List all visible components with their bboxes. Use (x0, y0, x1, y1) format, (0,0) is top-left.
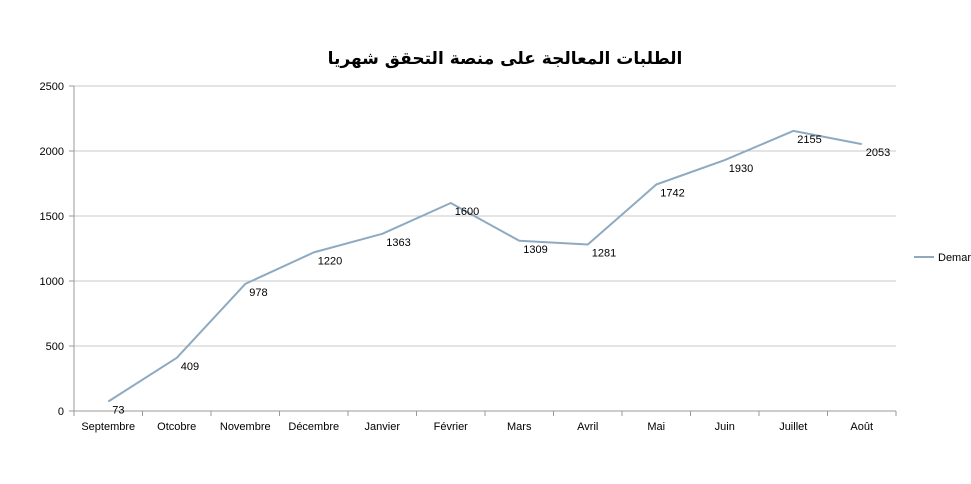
x-tick-label: Mars (507, 421, 532, 433)
data-label: 978 (249, 287, 267, 299)
data-label: 1930 (729, 163, 753, 175)
y-tick-label: 1500 (40, 211, 64, 223)
chart-title: الطلبات المعالجة على منصة التحقق شهريا (328, 49, 683, 69)
data-label: 1600 (455, 206, 479, 218)
data-label: 1220 (318, 255, 342, 267)
data-label: 2155 (797, 134, 821, 146)
x-tick-label: Otcobre (157, 421, 196, 433)
series-lines (107, 129, 862, 403)
x-tick-label: Juillet (779, 421, 807, 433)
y-tick-label: 500 (46, 341, 64, 353)
x-tick-label: Avril (577, 421, 598, 433)
y-tick-label: 0 (58, 406, 64, 418)
x-tick-label: Mai (647, 421, 665, 433)
data-label: 73 (112, 405, 124, 417)
x-axis-ticks: Septembre Otcobre Novembre Décembre Janvier F… (73, 411, 897, 433)
series-line-0 (107, 129, 862, 403)
data-labels: 73 409 978 1220 1363 1600 1309 1281 1742 1930 2155… (112, 134, 890, 417)
data-label: 1742 (660, 188, 684, 200)
x-tick-label: Décembre (288, 421, 339, 433)
data-label: 409 (181, 361, 199, 373)
data-label: 1363 (386, 237, 410, 249)
x-tick-label: Février (434, 421, 469, 433)
x-tick-label: Août (850, 421, 873, 433)
data-label: 2053 (866, 147, 890, 159)
x-tick-label: Janvier (365, 421, 401, 433)
x-tick-label: Juin (715, 421, 735, 433)
data-label: 1281 (592, 247, 616, 259)
y-tick-label: 1000 (40, 276, 64, 288)
data-label: 1309 (523, 244, 547, 256)
y-tick-label: 2500 (40, 81, 64, 93)
y-tick-label: 2000 (40, 146, 64, 158)
legend-label: Demar (938, 252, 971, 264)
x-tick-label: Septembre (81, 421, 135, 433)
x-tick-label: Novembre (220, 421, 271, 433)
y-axis-ticks: 0 500 1000 1500 2000 2500 (40, 81, 74, 418)
legend: Demar (914, 252, 971, 264)
